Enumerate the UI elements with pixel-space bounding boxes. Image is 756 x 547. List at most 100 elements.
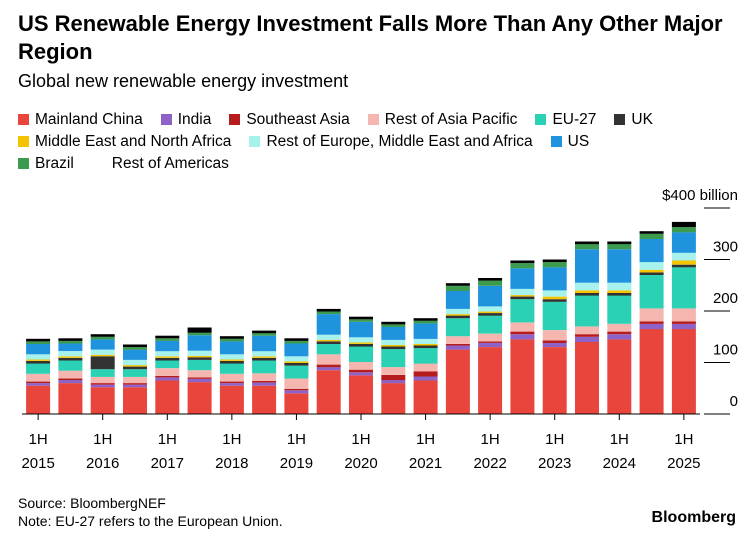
bar-segment xyxy=(155,375,180,378)
bar-segment xyxy=(252,330,277,334)
bar-segment xyxy=(26,338,51,342)
bar-segment xyxy=(478,342,503,347)
legend-swatch xyxy=(249,136,261,147)
bar-segment xyxy=(542,301,567,330)
bar-segment xyxy=(575,293,599,296)
bar-segment xyxy=(607,244,632,250)
legend-row: Brazil Rest of Americas xyxy=(18,153,748,175)
bar-segment xyxy=(123,349,147,360)
legend-swatch xyxy=(229,114,241,125)
bar-segment xyxy=(575,295,599,327)
x-tick-label-half: 1H xyxy=(158,431,177,448)
bar-segment xyxy=(381,349,406,368)
bar-segment xyxy=(381,383,406,414)
bar-segment xyxy=(639,272,664,275)
bar-segment xyxy=(316,344,341,355)
y-tick-label: 300 xyxy=(713,239,738,256)
bar-segment xyxy=(575,334,599,337)
legend-label: India xyxy=(177,111,212,128)
legend-label: US xyxy=(567,133,590,150)
bar-segment xyxy=(284,363,309,366)
legend-item: Middle East and North Africa xyxy=(18,131,231,153)
bar-segment xyxy=(510,263,535,269)
bar-segment xyxy=(219,341,244,355)
bar-segment xyxy=(90,376,115,384)
bar-segment xyxy=(252,381,277,383)
bar-segment xyxy=(26,373,51,382)
bar-segment xyxy=(381,380,406,384)
bar-segment xyxy=(639,231,664,234)
bar-segment xyxy=(219,361,244,364)
bar-segment xyxy=(349,346,373,362)
bar-segment xyxy=(349,362,373,370)
legend-item: UK xyxy=(614,109,653,131)
bar-segment xyxy=(542,259,567,263)
x-tick-label-year: 2017 xyxy=(151,455,184,472)
legend-label: Rest of Americas xyxy=(111,155,229,172)
bar-segment xyxy=(445,349,470,414)
bar-segment xyxy=(219,373,244,382)
bar-segment xyxy=(671,323,696,330)
x-tick-label-half: 1H xyxy=(674,431,693,448)
bar-segment xyxy=(349,316,373,320)
bar-segment xyxy=(187,377,212,379)
bar-segment xyxy=(478,341,503,343)
bar-segment xyxy=(219,363,244,374)
legend-row: Middle East and North Africa Rest of Euro… xyxy=(18,131,748,153)
bar-segment xyxy=(252,356,277,358)
bar-segment xyxy=(510,260,535,264)
x-tick-label-half: 1H xyxy=(29,431,48,448)
bar-segment xyxy=(413,376,438,381)
legend-label: Rest of Europe, Middle East and Africa xyxy=(266,133,533,150)
bar-segment xyxy=(252,373,277,381)
bar-segment xyxy=(284,390,309,394)
legend-item: Rest of Americas xyxy=(112,153,229,175)
bar-segment xyxy=(575,249,599,283)
legend-label: Mainland China xyxy=(35,111,143,128)
bar-segment xyxy=(26,363,51,374)
legend-item: EU-27 xyxy=(535,109,596,131)
bar-segment xyxy=(639,262,664,270)
chart-subtitle: Global new renewable energy investment xyxy=(18,71,349,91)
legend-item: Rest of Europe, Middle East and Africa xyxy=(249,131,533,153)
bar-segment xyxy=(155,380,180,414)
bar-segment xyxy=(381,346,406,350)
bar-segment xyxy=(413,320,438,324)
bar-segment xyxy=(284,338,309,341)
x-tick-label-year: 2019 xyxy=(280,455,313,472)
bar-segment xyxy=(478,333,503,342)
bar-segment xyxy=(413,363,438,372)
bar-segment xyxy=(607,323,632,332)
bar-segment xyxy=(413,371,438,377)
bar-segment xyxy=(26,359,51,361)
bar-segment xyxy=(575,244,599,250)
bar-segment xyxy=(349,319,373,322)
bar-segment xyxy=(607,249,632,283)
bar-segment xyxy=(26,385,51,414)
bar-segment xyxy=(123,366,147,370)
chart-title: US Renewable Energy Investment Falls Mor… xyxy=(18,11,723,64)
bar-segment xyxy=(575,241,599,245)
bar-segment xyxy=(90,334,115,337)
bar-segment xyxy=(671,221,696,228)
bar-segment xyxy=(607,282,632,291)
bar-segment xyxy=(219,338,244,342)
bar-segment xyxy=(187,357,212,360)
bar-segment xyxy=(381,321,406,325)
legend-label: Brazil xyxy=(35,155,74,172)
bar-segment xyxy=(155,368,180,376)
x-tick-label-half: 1H xyxy=(93,431,112,448)
legend-swatch xyxy=(614,114,626,125)
bar-segment xyxy=(90,339,115,350)
bar-segment xyxy=(90,369,115,377)
source-note: Source: BloombergNEF xyxy=(18,495,166,511)
bar-segment xyxy=(219,354,244,360)
bar-segment xyxy=(413,338,438,344)
bar-segment xyxy=(607,293,632,296)
bar-segment xyxy=(575,336,599,342)
bar-segment xyxy=(607,334,632,340)
bar-segment xyxy=(445,314,470,316)
bar-segment xyxy=(155,360,180,369)
x-tick-label-year: 2024 xyxy=(603,455,636,472)
bar-segment xyxy=(316,334,341,340)
